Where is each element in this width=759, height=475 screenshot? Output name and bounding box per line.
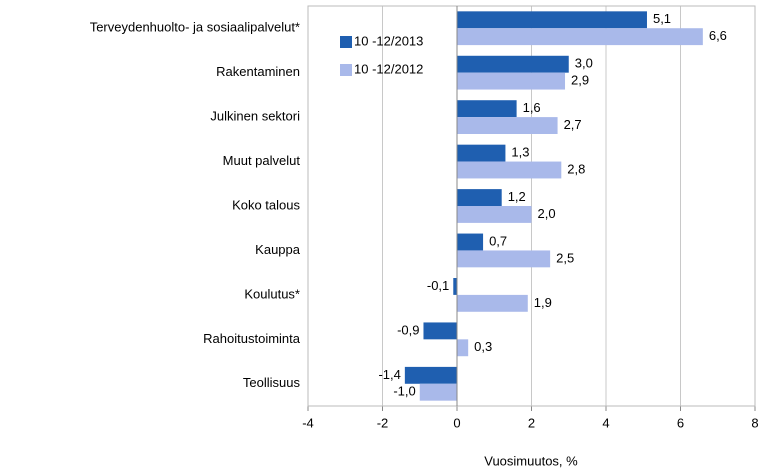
x-tick-label: 0 (453, 415, 460, 430)
legend-label: 10 -12/2012 (354, 61, 423, 76)
data-label: 1,3 (511, 145, 529, 160)
x-tick-label: -2 (377, 415, 389, 430)
data-label: 1,6 (523, 100, 541, 115)
data-label: 1,2 (508, 189, 526, 204)
data-label: 2,0 (538, 206, 556, 221)
data-label: -0,9 (397, 322, 419, 337)
data-label: 0,7 (489, 233, 507, 248)
x-axis-label: Vuosimuutos, % (484, 453, 578, 468)
data-label: 0,3 (474, 339, 492, 354)
y-tick-label: Teollisuus (243, 375, 301, 390)
data-label: 6,6 (709, 28, 727, 43)
bar (457, 206, 532, 223)
x-tick-label: 8 (751, 415, 758, 430)
legend-label: 10 -12/2013 (354, 33, 423, 48)
bar (423, 322, 457, 340)
bar (457, 189, 502, 206)
y-tick-label: Rahoitustoiminta (203, 331, 301, 346)
plot-frame (307, 5, 756, 407)
bar (457, 161, 562, 179)
bar (457, 250, 551, 268)
data-label: 2,8 (567, 161, 585, 176)
bar (457, 294, 528, 312)
bar (457, 144, 506, 162)
y-tick-label: Kauppa (255, 242, 301, 257)
x-tick-label: -4 (302, 415, 314, 430)
data-label: 3,0 (575, 56, 593, 71)
y-tick-label: Muut palvelut (223, 153, 301, 168)
y-tick-label: Koulutus* (244, 286, 300, 301)
data-label: 2,9 (571, 73, 589, 88)
bar (457, 55, 569, 73)
bar (457, 11, 647, 29)
bar (419, 383, 457, 401)
bar (457, 117, 558, 134)
y-tick-label: Koko talous (232, 197, 300, 212)
data-label: 5,1 (653, 11, 671, 26)
bar (457, 72, 566, 90)
bar (457, 100, 517, 118)
data-label: -0,1 (427, 278, 449, 293)
x-tick-label: 6 (677, 415, 684, 430)
bar (457, 28, 703, 46)
data-label: -1,4 (378, 367, 400, 382)
bar (457, 339, 469, 357)
bar (453, 278, 457, 295)
y-tick-label: Rakentaminen (216, 64, 300, 79)
data-label: 2,7 (564, 117, 582, 132)
bar (404, 366, 457, 384)
x-tick-label: 4 (602, 415, 609, 430)
y-tick-label: Terveydenhuolto- ja sosiaalipalvelut* (90, 20, 300, 35)
legend-swatch (340, 36, 352, 48)
bar (457, 233, 484, 251)
data-label: -1,0 (393, 384, 415, 399)
data-label: 1,9 (534, 295, 552, 310)
y-tick-label: Julkinen sektori (210, 109, 300, 124)
data-label: 2,5 (556, 250, 574, 265)
x-tick-label: 2 (528, 415, 535, 430)
legend-swatch (340, 64, 352, 76)
